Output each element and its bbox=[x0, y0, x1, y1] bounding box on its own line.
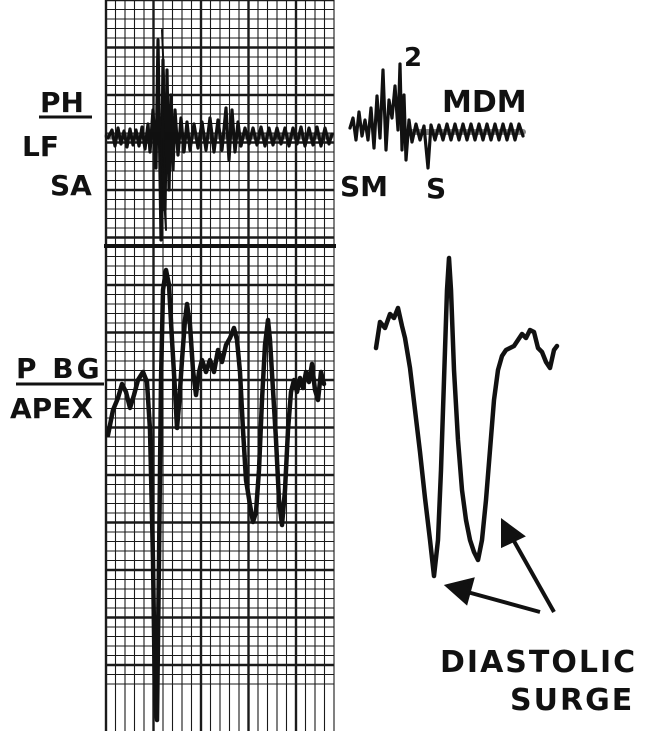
arrow-left bbox=[448, 580, 540, 612]
label-pbg: P BG bbox=[16, 352, 103, 385]
recording-strip bbox=[104, 0, 336, 731]
label-ph: PH bbox=[40, 86, 84, 119]
label-sm: SM bbox=[340, 170, 388, 203]
label-diastolic: DIASTOLIC bbox=[440, 645, 637, 680]
label-sa: SA bbox=[50, 169, 92, 202]
pbg-trace-expanded bbox=[376, 258, 557, 576]
label-mdm: MDM bbox=[442, 85, 527, 120]
label-lf: LF bbox=[22, 130, 59, 163]
arrow-right bbox=[503, 522, 554, 612]
label-second-sound: 2 bbox=[404, 43, 422, 73]
label-surge: SURGE bbox=[510, 683, 634, 718]
channel-labels: PH LF SA P BG APEX bbox=[10, 86, 104, 425]
label-s: S bbox=[426, 172, 446, 205]
diastolic-surge-annotation: DIASTOLIC SURGE bbox=[440, 522, 637, 718]
label-apex: APEX bbox=[10, 392, 93, 425]
